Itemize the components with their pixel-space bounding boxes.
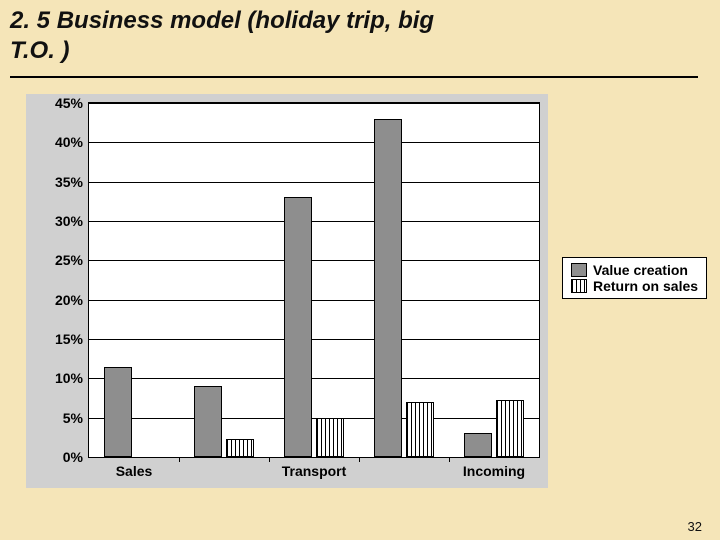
grid-line	[89, 339, 539, 340]
grid-line	[89, 378, 539, 379]
grid-line	[89, 182, 539, 183]
y-tick-label: 10%	[55, 370, 89, 386]
page-number: 32	[688, 519, 702, 534]
chart-area: 0% 5% 10% 15% 20% 25% 30% 35% 40% 45% Sales Transpo…	[26, 94, 548, 488]
y-tick-label: 25%	[55, 252, 89, 268]
y-tick-label: 45%	[55, 95, 89, 111]
slide-title-underline	[10, 76, 698, 78]
x-tick	[359, 457, 360, 462]
grid-line	[89, 142, 539, 143]
x-axis-label: Transport	[282, 457, 347, 479]
slide-title-line1: 2. 5 Business model (holiday trip, big	[10, 7, 434, 34]
legend-swatch	[571, 263, 587, 277]
grid-line	[89, 103, 539, 104]
chart-legend: Value creationReturn on sales	[562, 257, 707, 299]
slide-title-line2: T.O. )	[10, 37, 70, 64]
y-tick-label: 5%	[63, 410, 89, 426]
legend-item: Value creation	[571, 262, 698, 278]
y-tick-label: 15%	[55, 331, 89, 347]
x-tick	[179, 457, 180, 462]
y-tick-label: 30%	[55, 213, 89, 229]
bar	[464, 433, 492, 457]
bar	[496, 400, 524, 457]
slide-title: 2. 5 Business model (holiday trip, big T…	[10, 6, 700, 66]
x-tick	[449, 457, 450, 462]
chart-plot: 0%5%10%15%20%25%30%35%40%45%SalesTranspo…	[88, 102, 540, 458]
legend-item: Return on sales	[571, 278, 698, 294]
y-tick-label: 40%	[55, 134, 89, 150]
legend-label: Return on sales	[593, 278, 698, 294]
y-tick-label: 35%	[55, 174, 89, 190]
y-tick-label: 20%	[55, 292, 89, 308]
bar	[374, 119, 402, 457]
legend-label: Value creation	[593, 262, 688, 278]
bar	[406, 402, 434, 457]
y-tick-label: 0%	[63, 449, 89, 465]
bar	[284, 197, 312, 457]
legend-swatch	[571, 279, 587, 293]
bar	[104, 367, 132, 457]
grid-line	[89, 221, 539, 222]
grid-line	[89, 418, 539, 419]
grid-line	[89, 260, 539, 261]
bar	[316, 418, 344, 457]
x-axis-label: Incoming	[463, 457, 525, 479]
bar	[194, 386, 222, 457]
x-tick	[269, 457, 270, 462]
bar	[226, 439, 254, 457]
x-axis-label: Sales	[116, 457, 153, 479]
grid-line	[89, 300, 539, 301]
